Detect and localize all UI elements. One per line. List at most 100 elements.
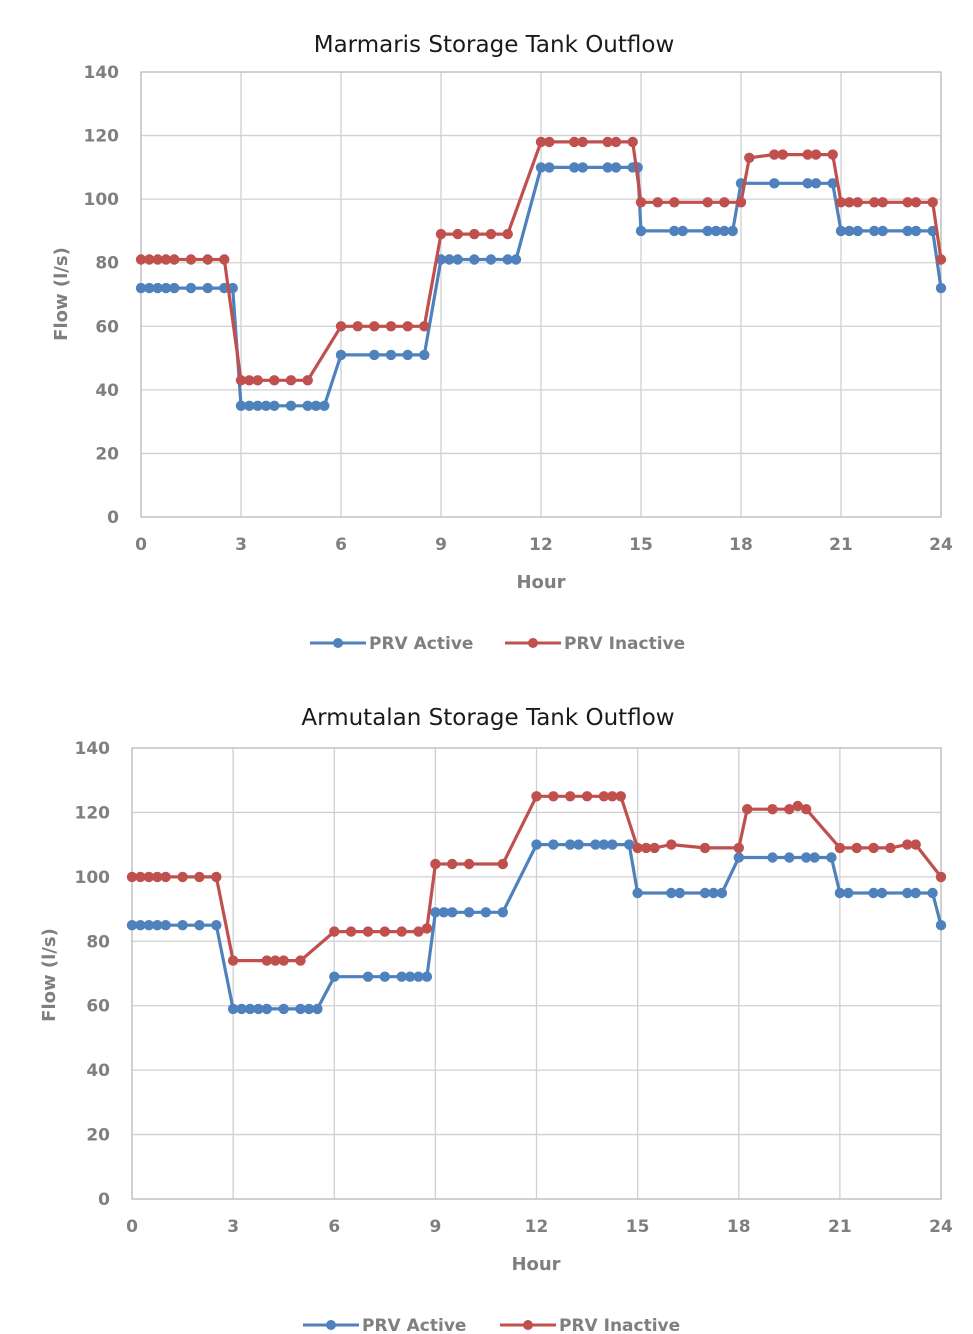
data-point-prv-inactive [810, 149, 822, 160]
data-point-prv-active [438, 907, 449, 918]
data-point-prv-inactive [767, 804, 778, 815]
data-point-prv-active [369, 349, 380, 361]
data-point-prv-active [202, 282, 213, 294]
y-tick-label: 120 [84, 127, 120, 147]
data-point-prv-inactive [827, 149, 838, 160]
x-tick-label: 24 [929, 535, 953, 555]
data-point-prv-active [269, 400, 280, 411]
data-point-prv-inactive [235, 375, 247, 386]
data-point-prv-inactive [851, 842, 862, 854]
data-point-prv-inactive [902, 839, 913, 850]
series-prv-inactive [126, 791, 947, 966]
data-point-prv-inactive [615, 791, 626, 802]
data-point-prv-active [876, 887, 888, 899]
y-tick-label: 120 [75, 803, 111, 823]
data-point-prv-active [635, 225, 647, 237]
data-point-prv-active [362, 971, 374, 982]
data-point-prv-inactive [719, 197, 730, 208]
x-tick-label: 9 [435, 535, 447, 555]
data-point-prv-active [329, 971, 340, 982]
data-point-prv-inactive [285, 375, 297, 386]
data-point-prv-active [669, 225, 680, 237]
legend-label-prv-inactive: PRV Inactive [564, 634, 685, 654]
data-point-prv-active [844, 225, 855, 237]
data-point-prv-active [535, 162, 547, 173]
data-point-prv-inactive [469, 228, 480, 240]
data-point-prv-inactive [565, 791, 576, 802]
data-point-prv-active [485, 254, 497, 265]
data-point-prv-inactive [735, 197, 747, 208]
data-point-prv-active [590, 839, 601, 850]
data-point-prv-active [143, 920, 155, 931]
data-point-prv-active [285, 400, 297, 411]
data-point-prv-active [335, 349, 347, 361]
data-point-prv-active [843, 887, 854, 899]
y-tick-label: 80 [95, 254, 119, 274]
data-point-prv-inactive [544, 136, 555, 148]
data-point-prv-active [303, 1003, 315, 1015]
x-tick-labels: 0 3 6 9 12 15 18 21 24 [126, 1217, 953, 1237]
data-point-prv-active [135, 920, 146, 931]
y-tick-labels: 0 20 40 60 80 100 120 140 [84, 63, 120, 528]
data-point-prv-inactive [385, 321, 397, 332]
y-tick-label: 100 [84, 190, 120, 210]
x-tick-label: 0 [135, 535, 147, 555]
data-point-prv-inactive [143, 871, 155, 883]
data-point-prv-active [385, 349, 397, 361]
legend-label-prv-active: PRV Active [369, 634, 473, 654]
plot-frame [131, 747, 942, 1200]
marmaris-chart: Marmaris Storage Tank Outflow 0204060801… [51, 32, 953, 654]
y-tick-label: 20 [86, 1126, 110, 1146]
data-point-prv-inactive [935, 871, 947, 883]
data-point-prv-active [497, 907, 508, 918]
data-point-prv-active [927, 887, 938, 899]
data-point-prv-inactive [270, 955, 281, 966]
data-point-prv-active [126, 920, 138, 931]
y-tick-label: 20 [95, 444, 119, 464]
data-point-prv-inactive [669, 197, 680, 208]
data-point-prv-inactive [869, 197, 880, 208]
data-point-prv-active [935, 920, 947, 931]
y-tick-label: 0 [98, 1190, 110, 1210]
data-point-prv-inactive [152, 871, 163, 883]
data-point-prv-active [510, 254, 522, 265]
data-point-prv-inactive [784, 804, 795, 815]
x-tick-label: 21 [829, 535, 853, 555]
data-point-prv-active [902, 225, 913, 237]
data-point-prv-inactive [852, 197, 863, 208]
x-tick-label: 6 [335, 535, 347, 555]
data-point-prv-inactive [699, 842, 711, 854]
data-point-prv-active [312, 1003, 323, 1015]
data-point-prv-inactive [531, 791, 542, 802]
data-point-prv-inactive [602, 136, 613, 148]
data-point-prv-inactive [577, 136, 588, 148]
x-tick-labels: 0 3 6 9 12 15 18 21 24 [135, 535, 953, 555]
data-point-prv-active [135, 282, 147, 294]
data-point-prv-active [177, 920, 188, 931]
data-point-prv-active [868, 887, 879, 899]
data-point-prv-inactive [607, 791, 618, 802]
x-tick-label: 12 [529, 535, 553, 555]
x-tick-label: 0 [126, 1217, 138, 1237]
series-prv-inactive [135, 136, 947, 386]
data-point-prv-inactive [777, 149, 788, 160]
data-point-prv-active [719, 225, 730, 237]
data-point-prv-active [396, 971, 407, 982]
data-point-prv-inactive [835, 197, 847, 208]
series-layer [135, 136, 947, 411]
data-point-prv-active [302, 400, 313, 411]
y-tick-label: 60 [95, 317, 119, 337]
data-point-prv-inactive [910, 839, 921, 850]
data-point-prv-active [211, 920, 222, 931]
data-point-prv-active [624, 839, 635, 850]
chart-title: Marmaris Storage Tank Outflow [314, 32, 675, 58]
data-point-prv-inactive [227, 955, 239, 966]
data-point-prv-active [447, 907, 458, 918]
y-axis-label: Flow (l/s) [51, 247, 72, 341]
x-axis-label: Hour [516, 572, 565, 593]
x-tick-label: 15 [629, 535, 653, 555]
data-point-prv-inactive [769, 149, 780, 160]
data-point-prv-inactive [135, 871, 146, 883]
legend-marker-dot-prv-inactive [523, 1320, 533, 1330]
data-point-prv-inactive [801, 804, 812, 815]
